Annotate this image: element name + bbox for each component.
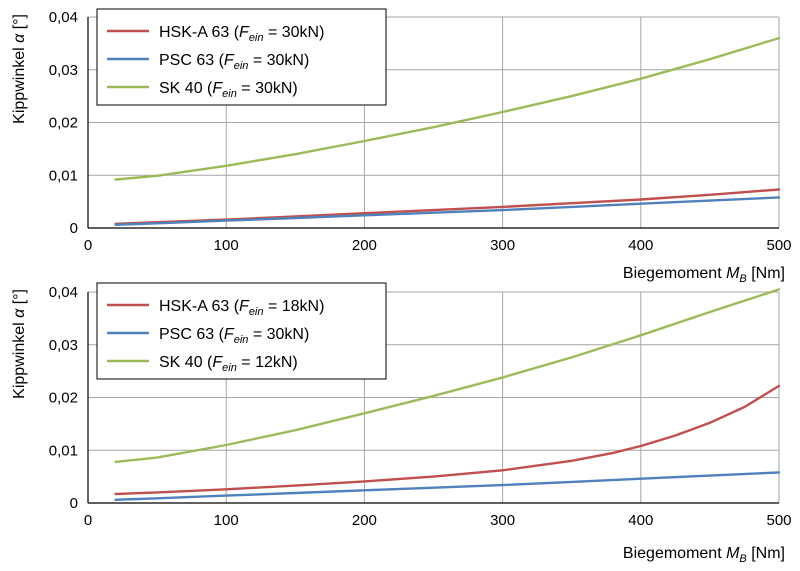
- legend-entry: HSK-A 63 (Fein = 30kN): [159, 24, 324, 44]
- y-axis-label-text: Kippwinkel: [11, 322, 28, 398]
- chart-1: 0 100 200 300 400 500 0 0,01 0,02 0,03 0,04 Biegemo…: [11, 8, 792, 285]
- series-line-2: [114, 471, 781, 501]
- y-tick-label: 0: [70, 220, 78, 237]
- x-axis-label-subscript: B: [739, 273, 746, 285]
- legend-entry-subscript: ein: [249, 306, 264, 318]
- y-axis-label: Kippwinkel α [°]: [11, 289, 28, 399]
- legend-entry-suffix: = 30kN): [264, 24, 325, 41]
- y-tick-label: 0,03: [49, 62, 78, 79]
- x-axis-label-text: Biegemoment: [623, 545, 722, 562]
- x-axis-label-subscript: B: [739, 553, 746, 565]
- legend-entry-prefix: SK 40 (: [159, 354, 213, 371]
- series-line-1: [114, 384, 781, 496]
- y-axis-label-symbol: α: [11, 308, 28, 318]
- legend-entry-subscript: ein: [234, 334, 249, 346]
- legend-entry-suffix: = 12kN): [237, 354, 298, 371]
- x-axis-label: Biegemoment MB [Nm]: [623, 265, 785, 285]
- x-axis-label-unit: [Nm]: [751, 265, 785, 282]
- y-tick-label: 0: [70, 495, 78, 512]
- legend-entry-prefix: HSK-A 63 (: [159, 298, 240, 315]
- x-axis-label-text: Biegemoment: [623, 265, 722, 282]
- legend-entry: HSK-A 63 (Fein = 18kN): [159, 298, 324, 318]
- legend-entry-symbol: F: [239, 298, 250, 315]
- x-tick-label: 100: [214, 237, 239, 254]
- legend-entry-symbol: F: [224, 52, 235, 69]
- x-tick-label: 100: [214, 512, 239, 529]
- legend-entry-symbol: F: [239, 24, 250, 41]
- legend-entry-suffix: = 18kN): [264, 298, 325, 315]
- legend-box: [96, 8, 387, 106]
- x-tick-label: 300: [490, 237, 515, 254]
- x-axis-label-symbol: M: [726, 545, 740, 562]
- x-axis-label: Biegemoment MB [Nm]: [623, 545, 785, 565]
- x-axis-label-symbol: M: [726, 265, 740, 282]
- legend: HSK-A 63 (Fein = 30kN)PSC 63 (Fein = 30k…: [96, 8, 387, 106]
- legend-entry-suffix: = 30kN): [248, 52, 309, 69]
- legend-entry-subscript: ein: [234, 60, 249, 72]
- legend-entry: SK 40 (Fein = 12kN): [159, 354, 298, 374]
- y-tick-label: 0,02: [49, 390, 78, 407]
- legend-entry-prefix: PSC 63 (: [159, 52, 225, 69]
- y-tick-label: 0,02: [49, 115, 78, 132]
- x-tick-label: 400: [628, 512, 653, 529]
- series-line-3: [114, 288, 781, 464]
- x-tick-label: 0: [84, 512, 92, 529]
- legend-entry-prefix: PSC 63 (: [159, 326, 225, 343]
- legend-entry-suffix: = 30kN): [248, 326, 309, 343]
- y-axis-label-text: Kippwinkel: [11, 47, 28, 123]
- legend-entry-subscript: ein: [222, 362, 237, 374]
- y-axis-label-unit: [°]: [11, 14, 28, 29]
- chart-2: 0 100 200 300 400 500 0 0,01 0,02 0,03 0,04 Biegemo…: [11, 282, 792, 565]
- x-tick-label: 200: [352, 237, 377, 254]
- legend-entry-symbol: F: [224, 326, 235, 343]
- legend-entry-symbol: F: [212, 354, 223, 371]
- x-tick-label: 0: [84, 237, 92, 254]
- x-axis-label-unit: [Nm]: [751, 545, 785, 562]
- legend-entry-subscript: ein: [249, 32, 264, 44]
- y-tick-label: 0,01: [49, 167, 78, 184]
- x-tick-label: 500: [766, 512, 791, 529]
- y-tick-label: 0,01: [49, 442, 78, 459]
- x-tick-label: 200: [352, 512, 377, 529]
- legend-entry-subscript: ein: [222, 88, 237, 100]
- legend-box: [96, 282, 387, 380]
- y-tick-label: 0,04: [49, 284, 78, 301]
- y-tick-label: 0,03: [49, 337, 78, 354]
- legend-entry-suffix: = 30kN): [237, 80, 298, 97]
- y-axis-label-unit: [°]: [11, 289, 28, 304]
- legend: HSK-A 63 (Fein = 18kN)PSC 63 (Fein = 30k…: [96, 282, 387, 380]
- y-axis-label: Kippwinkel α [°]: [11, 14, 28, 124]
- legend-entry-prefix: HSK-A 63 (: [159, 24, 240, 41]
- x-tick-label: 300: [490, 512, 515, 529]
- series-line-3: [114, 36, 781, 181]
- y-axis-label-symbol: α: [11, 33, 28, 43]
- legend-entry-symbol: F: [212, 80, 223, 97]
- legend-entry: PSC 63 (Fein = 30kN): [159, 52, 309, 72]
- legend-entry-prefix: SK 40 (: [159, 80, 213, 97]
- x-tick-label: 400: [628, 237, 653, 254]
- series-line-2: [114, 196, 781, 227]
- y-tick-label: 0,04: [49, 9, 78, 26]
- legend-entry: SK 40 (Fein = 30kN): [159, 80, 298, 100]
- x-tick-label: 500: [766, 237, 791, 254]
- legend-entry: PSC 63 (Fein = 30kN): [159, 326, 309, 346]
